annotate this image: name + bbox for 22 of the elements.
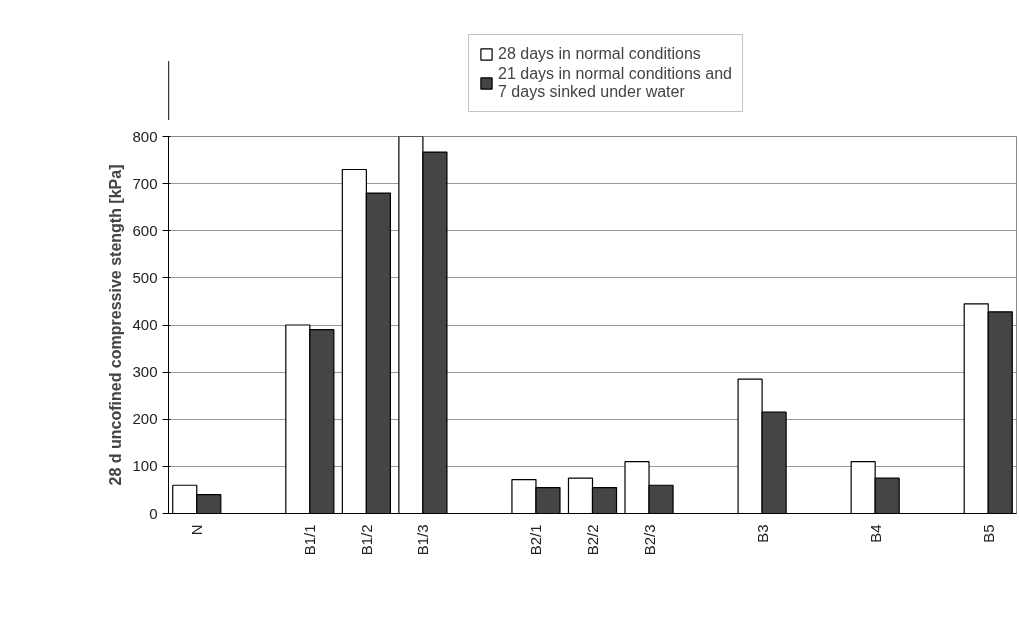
- y-tick-label: 300: [132, 363, 158, 381]
- x-tick-label: B2/2: [584, 524, 601, 556]
- y-tick-label: 600: [132, 221, 158, 239]
- y-tick-label: 800: [132, 127, 158, 145]
- x-tick-label: N: [188, 524, 206, 536]
- y-axis-title: 28 d uncofined compressive stength [kPa]: [107, 164, 125, 486]
- x-tick-label: B1/2: [357, 524, 375, 556]
- x-tick-label: B2/1: [527, 524, 545, 556]
- y-tick-label: 400: [132, 316, 158, 333]
- legend-label: 28 days in normal conditions: [498, 45, 701, 63]
- legend-label: 21 days in normal conditions and 7 days sinked under water: [498, 65, 732, 101]
- y-tick-label: 0: [149, 504, 158, 522]
- y-tick-label: 700: [132, 174, 158, 192]
- x-tick-label: B3: [753, 524, 771, 543]
- y-tick-label: 200: [132, 410, 158, 428]
- x-tick-label: B4: [866, 524, 884, 543]
- x-tick-label: B5: [979, 524, 997, 543]
- y-tick-label: 500: [132, 268, 158, 286]
- x-tick-label: B1/3: [414, 524, 432, 556]
- x-tick-label: B2/3: [640, 524, 658, 556]
- y-tick-label: 100: [132, 457, 158, 475]
- x-tick-label: B1/1: [301, 524, 319, 556]
